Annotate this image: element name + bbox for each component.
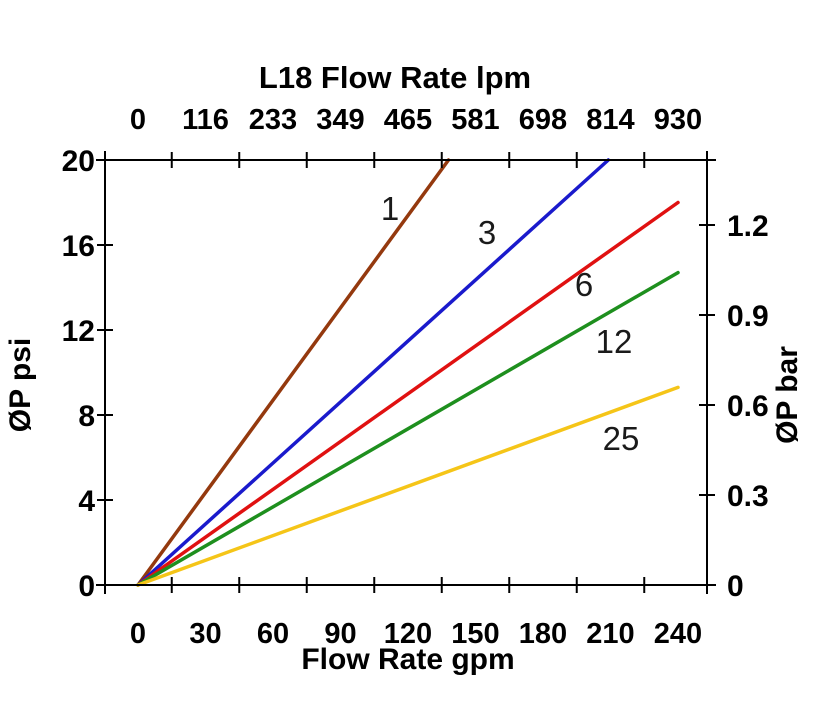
top-axis-tick-label: 465	[384, 104, 432, 136]
right-axis-tick-label: 0	[727, 570, 744, 603]
left-axis-tick-label: 16	[62, 230, 95, 263]
series-line-6	[136, 200, 680, 587]
left-axis-tick-label: 0	[78, 570, 95, 603]
chart-title: L18 Flow Rate lpm	[259, 60, 531, 95]
top-axis-tick-label: 233	[249, 104, 297, 136]
series-label-6: 6	[575, 266, 593, 303]
top-axis-tick-label: 698	[519, 104, 567, 136]
series-line-12	[136, 270, 680, 587]
series-label-3: 3	[478, 214, 496, 251]
right-axis-tick-label: 0.6	[727, 390, 769, 423]
series-line-1	[136, 158, 451, 587]
series-label-12: 12	[596, 323, 633, 360]
left-axis-tick-label: 12	[62, 315, 95, 348]
right-axis-tick-label: 0.9	[727, 300, 769, 333]
series-label-1: 1	[381, 190, 399, 227]
bottom-axis-tick-label: 30	[189, 618, 221, 650]
bottom-axis-tick-label: 210	[586, 618, 634, 650]
series-line-3	[136, 158, 611, 587]
top-axis-tick-label: 0	[130, 104, 146, 136]
bottom-axis-tick-label: 240	[654, 618, 702, 650]
bottom-axis-tick-label: 0	[130, 618, 146, 650]
bottom-axis-tick-label: 60	[257, 618, 289, 650]
right-axis-tick-label: 0.3	[727, 480, 769, 513]
bottom-axis-tick-label: 120	[384, 618, 432, 650]
top-axis-tick-label: 581	[451, 104, 499, 136]
bottom-axis-tick-label: 90	[324, 618, 356, 650]
right-axis-tick-label: 1.2	[727, 210, 769, 243]
bottom-axis-tick-label: 150	[451, 618, 499, 650]
series-label-25: 25	[603, 420, 640, 457]
left-axis-tick-label: 20	[62, 145, 95, 178]
left-axis-tick-label: 8	[78, 400, 95, 433]
top-axis-tick-label: 116	[182, 104, 229, 136]
top-axis-tick-label: 349	[316, 104, 364, 136]
y-axis-label-left: ØP psi	[4, 338, 37, 432]
top-axis-tick-label: 930	[654, 104, 702, 136]
series-line-25	[136, 385, 680, 587]
bottom-axis-tick-label: 180	[519, 618, 567, 650]
y-axis-label-right: ØP bar	[771, 346, 804, 444]
top-axis-tick-label: 814	[586, 104, 634, 136]
left-axis-tick-label: 4	[78, 485, 95, 518]
x-axis-label: Flow Rate gpm	[301, 643, 514, 676]
